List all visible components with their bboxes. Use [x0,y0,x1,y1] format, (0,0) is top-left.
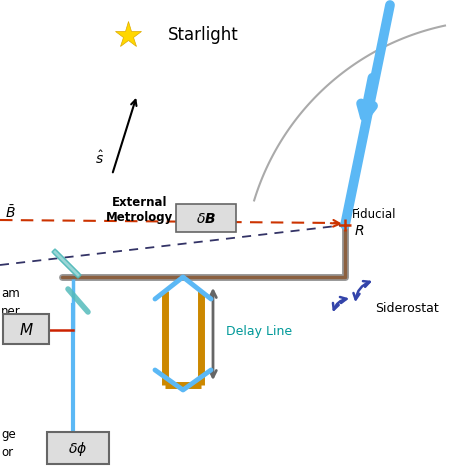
Text: am
ner: am ner [1,287,21,318]
FancyBboxPatch shape [176,204,236,232]
Text: $\hat{s}$: $\hat{s}$ [95,149,105,167]
Text: External
Metrology: External Metrology [106,195,173,225]
Text: $\bar{B}$: $\bar{B}$ [5,205,16,221]
Text: ge
or: ge or [1,428,16,459]
FancyBboxPatch shape [47,432,109,464]
Text: Starlight: Starlight [168,26,239,44]
Text: R: R [355,224,365,238]
FancyBboxPatch shape [3,314,49,344]
Text: Siderostat: Siderostat [375,301,439,315]
Text: Fiducial: Fiducial [352,209,396,221]
Text: $\delta\phi$: $\delta\phi$ [68,440,88,458]
Text: $\delta\boldsymbol{B}$: $\delta\boldsymbol{B}$ [196,212,216,226]
Text: $M$: $M$ [18,322,33,338]
Text: Delay Line: Delay Line [226,325,292,337]
